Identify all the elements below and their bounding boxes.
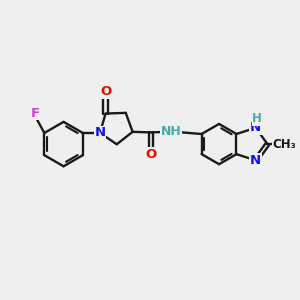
Text: O: O <box>146 148 157 160</box>
Text: F: F <box>31 106 40 120</box>
Text: N: N <box>94 127 106 140</box>
Text: H: H <box>252 112 262 125</box>
Text: NH: NH <box>160 125 181 138</box>
Text: O: O <box>100 85 111 98</box>
Text: N: N <box>250 121 261 134</box>
Text: CH₃: CH₃ <box>273 138 296 151</box>
Text: N: N <box>250 154 261 167</box>
